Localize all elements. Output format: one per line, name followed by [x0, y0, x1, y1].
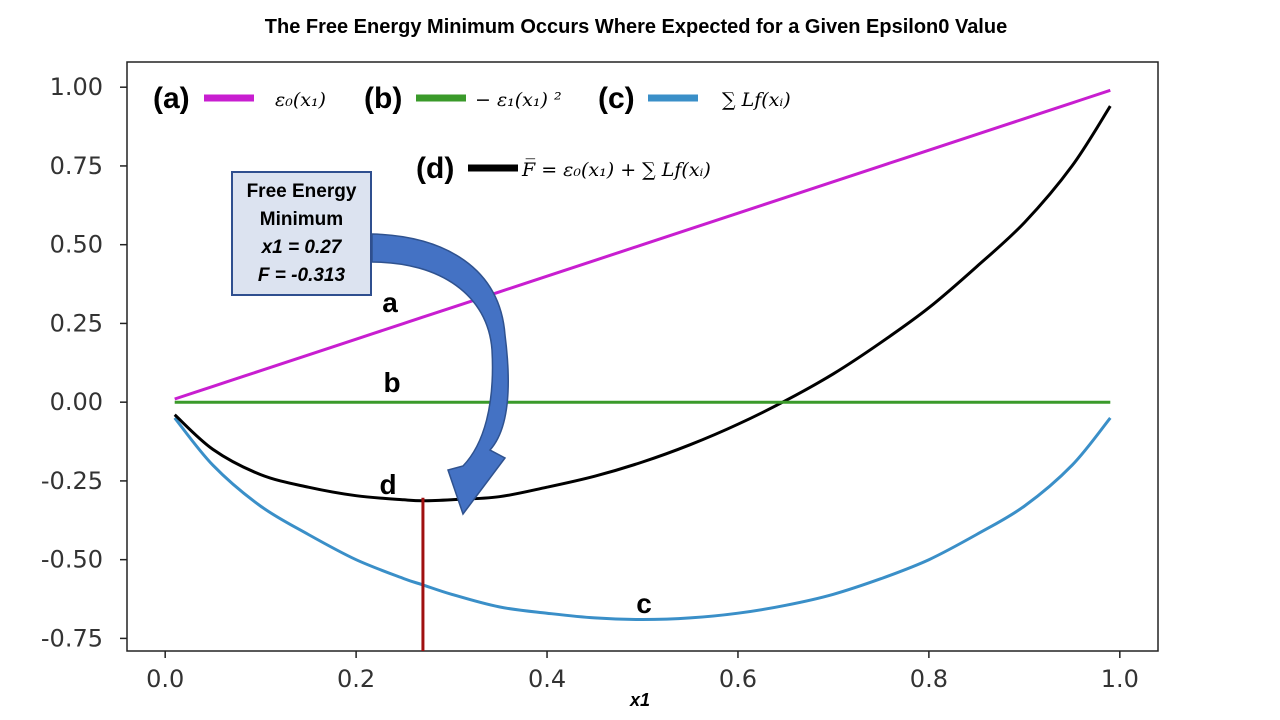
- chart-title: The Free Energy Minimum Occurs Where Exp…: [265, 16, 1007, 38]
- y-tick-label: -0.50: [41, 546, 103, 574]
- legend-formula-a: ε₀(x₁): [275, 89, 326, 111]
- y-axis: 1.00 0.75 0.50 0.25 0.00 -0.25 -0.50 -0.75: [41, 73, 127, 652]
- x-tick-label: 0.8: [910, 665, 948, 693]
- callout-line-4: F = -0.313: [257, 264, 346, 286]
- callout-line-3: x1 = 0.27: [261, 236, 342, 258]
- plot-frame: [126, 61, 1159, 652]
- legend-tag-a: (a): [153, 82, 190, 115]
- series-line-a: [174, 88, 1111, 401]
- y-tick-label: 0.25: [50, 309, 103, 337]
- curve-label-d: d: [379, 469, 396, 500]
- x-tick-label: 0.0: [146, 665, 184, 693]
- curve-label-a: a: [382, 287, 398, 318]
- y-tick-label: -0.25: [41, 467, 103, 495]
- y-tick-label: -0.75: [41, 624, 103, 652]
- y-tick-label: 1.00: [50, 73, 103, 101]
- x-tick-label: 0.4: [528, 665, 566, 693]
- x-axis: 0.0 0.2 0.4 0.6 0.8 1.0: [146, 651, 1139, 693]
- legend-tag-c: (c): [598, 82, 635, 115]
- curve-labels: a b c d: [379, 287, 651, 619]
- x-tick-label: 0.2: [337, 665, 375, 693]
- x-axis-label: x1: [629, 690, 650, 710]
- legend-tag-d: (d): [416, 152, 454, 185]
- callout-line-1: Free Energy: [246, 180, 357, 202]
- y-tick-label: 0.00: [50, 388, 103, 416]
- curve-label-c: c: [636, 588, 652, 619]
- legend-formula-d: F̅ = ε₀(x₁) + ∑ Lf(xᵢ): [521, 159, 711, 181]
- x-tick-label: 0.6: [719, 665, 757, 693]
- legend-formula-c: ∑ Lf(xᵢ): [722, 89, 791, 111]
- series-line-d: [173, 105, 1112, 503]
- legend: (a) ε₀(x₁) (b) − ε₁(x₁) ² (c) ∑ Lf(xᵢ) (d) F̅ =…: [153, 82, 791, 185]
- series-layer: [173, 88, 1112, 622]
- y-tick-label: 0.75: [50, 152, 103, 180]
- x-tick-label: 1.0: [1101, 665, 1139, 693]
- callout-arrow: [371, 233, 509, 516]
- legend-tag-b: (b): [364, 82, 402, 115]
- y-tick-label: 0.50: [50, 231, 103, 259]
- callout-line-2: Minimum: [259, 208, 344, 230]
- curve-label-b: b: [383, 367, 400, 398]
- free-energy-minimum-callout: Free Energy Minimum x1 = 0.27 F = -0.313: [231, 171, 372, 296]
- series-line-c: [173, 416, 1112, 622]
- legend-formula-b: − ε₁(x₁) ²: [475, 89, 562, 111]
